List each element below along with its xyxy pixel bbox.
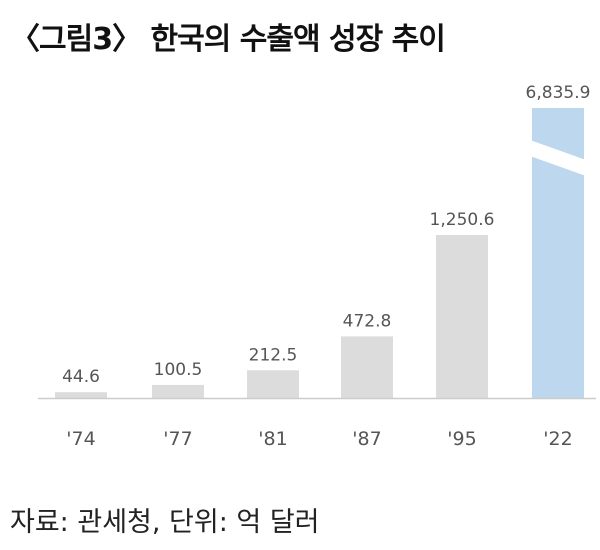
- x-tick-label: '81: [258, 428, 287, 450]
- x-tick-label: '87: [352, 428, 381, 450]
- bar: [247, 370, 299, 398]
- bar: [436, 235, 488, 398]
- data-label: 100.5: [154, 360, 203, 380]
- data-label: 472.8: [343, 311, 392, 331]
- data-label: 212.5: [249, 345, 298, 365]
- axis-break-mark: [530, 140, 586, 176]
- data-label: 44.6: [62, 367, 100, 387]
- x-tick-label: '95: [447, 428, 476, 450]
- source-note: 자료: 관세청, 단위: 억 달러: [10, 507, 320, 538]
- page-title: 〈그림3〉 한국의 수출액 성장 추이: [10, 22, 446, 57]
- x-tick-label: '22: [543, 428, 572, 450]
- x-tick-label: '77: [163, 428, 192, 450]
- bar: [341, 336, 393, 398]
- data-label: 6,835.9: [526, 83, 591, 103]
- bar: [152, 384, 204, 398]
- bar: [55, 392, 107, 398]
- x-tick-label: '74: [66, 428, 95, 450]
- data-label: 1,250.6: [430, 210, 495, 230]
